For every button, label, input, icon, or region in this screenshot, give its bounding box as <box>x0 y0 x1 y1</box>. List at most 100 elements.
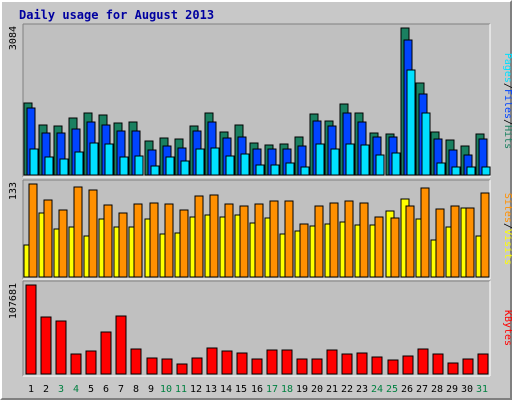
max-value-label: 107681 <box>8 283 19 319</box>
bar-pages-day-21 <box>330 148 340 176</box>
bar-kbytes-day-16 <box>251 358 263 375</box>
day-label: 9 <box>148 384 154 395</box>
bar-pages-day-16 <box>255 164 265 176</box>
bar-kbytes-day-6 <box>100 331 112 375</box>
bar-sites-day-30 <box>465 207 475 278</box>
bar-sites-day-4 <box>73 186 83 278</box>
day-label: 12 <box>190 384 202 395</box>
series-legend: Sites/Visits <box>502 193 512 265</box>
day-label: 31 <box>476 384 488 395</box>
day-label: 29 <box>446 384 458 395</box>
day-label: 5 <box>88 384 94 395</box>
bar-pages-day-6 <box>104 143 114 176</box>
bar-kbytes-day-24 <box>371 356 383 375</box>
bar-sites-day-17 <box>269 200 279 278</box>
bar-pages-day-15 <box>240 153 250 176</box>
legend-entry: Sites <box>502 193 512 223</box>
day-label: 8 <box>133 384 139 395</box>
bar-kbytes-day-14 <box>221 350 233 375</box>
bar-kbytes-day-8 <box>130 348 142 375</box>
bar-sites-day-21 <box>329 202 339 278</box>
bar-pages-day-22 <box>345 143 355 176</box>
bar-pages-day-8 <box>134 155 144 176</box>
bar-sites-day-5 <box>88 189 98 278</box>
bar-sites-day-26 <box>405 205 415 278</box>
bar-sites-day-28 <box>435 208 445 278</box>
max-value-label: 3084 <box>8 26 19 50</box>
bar-sites-day-25 <box>390 217 400 278</box>
bar-sites-day-24 <box>374 216 384 278</box>
bar-pages-day-27 <box>421 112 431 176</box>
bar-pages-day-10 <box>165 156 175 176</box>
bar-sites-day-12 <box>194 195 204 278</box>
bar-pages-day-1 <box>29 148 39 176</box>
legend-entry: Visits <box>502 229 512 265</box>
bar-sites-day-27 <box>420 187 430 278</box>
bar-kbytes-day-17 <box>266 349 278 375</box>
bar-sites-day-19 <box>299 223 309 278</box>
legend-entry: / <box>502 119 512 125</box>
bar-pages-day-12 <box>195 148 205 176</box>
bar-pages-day-9 <box>150 165 160 176</box>
bar-kbytes-day-7 <box>115 315 127 375</box>
bar-pages-day-28 <box>436 162 446 176</box>
panels-layer: 3084Pages/Files/Hits133Sites/Visits10768… <box>8 23 512 377</box>
bar-sites-day-8 <box>133 203 143 278</box>
bar-pages-day-17 <box>270 164 280 176</box>
bar-kbytes-day-20 <box>311 358 323 375</box>
bar-kbytes-day-27 <box>417 348 429 375</box>
bar-sites-day-10 <box>164 203 174 278</box>
bar-pages-day-19 <box>300 166 310 176</box>
bar-pages-day-2 <box>44 156 54 176</box>
bar-kbytes-day-2 <box>40 316 52 375</box>
max-value-label: 133 <box>8 182 19 200</box>
bar-sites-day-3 <box>58 209 68 278</box>
legend-entry: Files <box>502 89 512 119</box>
bar-kbytes-day-22 <box>341 353 353 375</box>
bar-kbytes-day-23 <box>356 352 368 375</box>
bar-sites-day-20 <box>314 205 324 278</box>
series-legend: KBytes <box>502 310 512 346</box>
bar-pages-day-24 <box>375 154 385 176</box>
bar-pages-day-11 <box>180 160 190 176</box>
day-label: 20 <box>311 384 323 395</box>
bar-kbytes-day-15 <box>236 352 248 375</box>
day-label: 27 <box>416 384 428 395</box>
day-label: 2 <box>43 384 49 395</box>
day-label: 18 <box>281 384 293 395</box>
day-label: 6 <box>103 384 109 395</box>
bar-sites-day-15 <box>239 205 249 278</box>
bar-kbytes-day-30 <box>462 358 474 375</box>
day-label: 17 <box>266 384 278 395</box>
bar-kbytes-day-4 <box>70 353 82 375</box>
bar-pages-day-23 <box>360 144 370 176</box>
day-label: 30 <box>461 384 473 395</box>
bar-kbytes-day-31 <box>477 353 489 375</box>
bar-sites-day-2 <box>43 199 53 278</box>
day-label: 3 <box>58 384 64 395</box>
bar-pages-day-5 <box>89 142 99 176</box>
day-label: 7 <box>118 384 124 395</box>
day-label: 10 <box>160 384 172 395</box>
day-label: 13 <box>205 384 217 395</box>
day-label: 1 <box>28 384 34 395</box>
bar-kbytes-day-29 <box>447 362 459 375</box>
bar-pages-day-25 <box>391 152 401 176</box>
bar-kbytes-day-18 <box>281 349 293 375</box>
day-label: 24 <box>371 384 383 395</box>
bar-pages-day-13 <box>210 147 220 176</box>
bar-sites-day-29 <box>450 205 460 278</box>
day-label: 15 <box>235 384 247 395</box>
bar-kbytes-day-5 <box>85 350 97 375</box>
bar-sites-day-11 <box>179 209 189 278</box>
bar-kbytes-day-28 <box>432 353 444 375</box>
day-label: 4 <box>73 384 79 395</box>
bar-pages-day-29 <box>451 166 461 176</box>
bar-sites-day-31 <box>480 192 490 278</box>
bar-kbytes-day-19 <box>296 358 308 375</box>
legend-entry: / <box>502 223 512 229</box>
bar-sites-day-14 <box>224 203 234 278</box>
bar-sites-day-23 <box>359 202 369 278</box>
bar-pages-day-7 <box>119 156 129 176</box>
